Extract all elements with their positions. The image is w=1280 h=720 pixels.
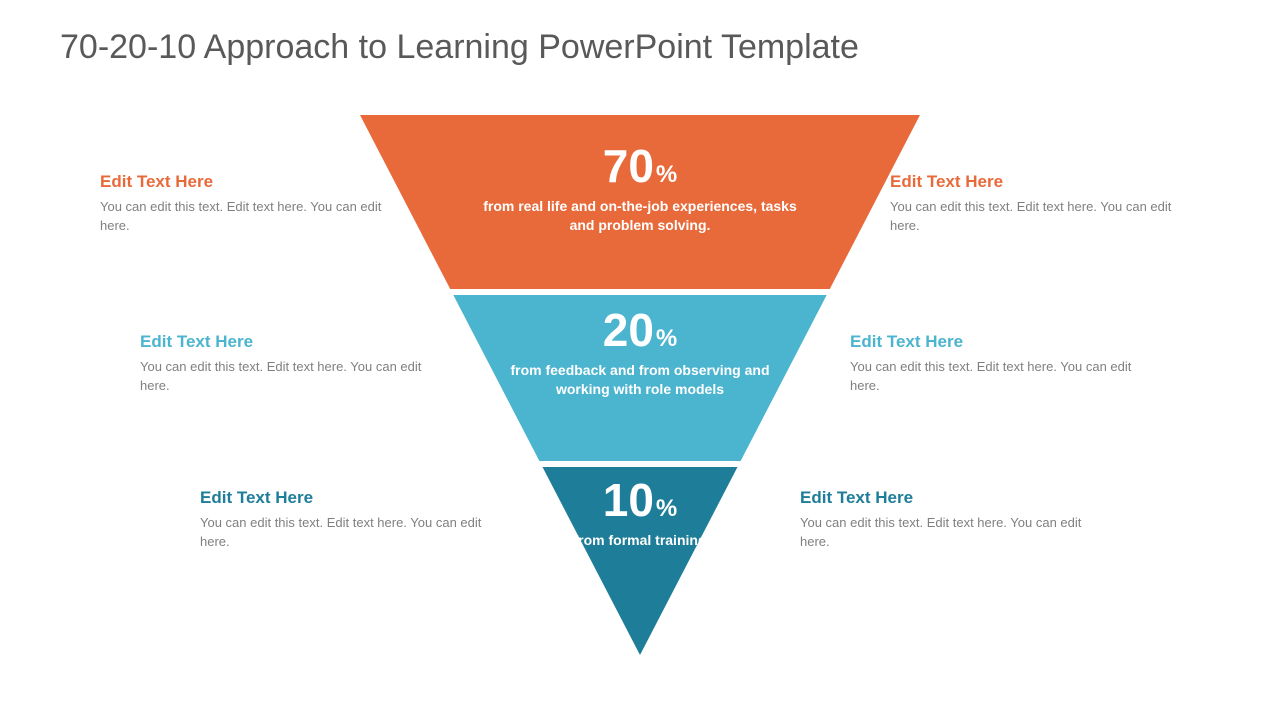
pct-desc: from real life and on-the-job experience… [470, 197, 810, 235]
pyramid-label-1: 70% from real life and on-the-job experi… [470, 143, 810, 235]
side-body: You can edit this text. Edit text here. … [850, 358, 1150, 396]
side-note-left-1: Edit Text Here You can edit this text. E… [100, 172, 400, 236]
page-title: 70-20-10 Approach to Learning PowerPoint… [60, 28, 859, 67]
side-note-right-2: Edit Text Here You can edit this text. E… [850, 332, 1150, 396]
side-body: You can edit this text. Edit text here. … [800, 514, 1100, 552]
side-heading: Edit Text Here [800, 488, 1100, 508]
pct-suffix: % [656, 495, 677, 522]
side-note-right-3: Edit Text Here You can edit this text. E… [800, 488, 1100, 552]
side-heading: Edit Text Here [140, 332, 440, 352]
side-body: You can edit this text. Edit text here. … [140, 358, 440, 396]
side-note-right-1: Edit Text Here You can edit this text. E… [890, 172, 1190, 236]
side-heading: Edit Text Here [100, 172, 400, 192]
side-body: You can edit this text. Edit text here. … [890, 198, 1190, 236]
side-note-left-2: Edit Text Here You can edit this text. E… [140, 332, 440, 396]
side-heading: Edit Text Here [200, 488, 500, 508]
pct-suffix: % [656, 325, 677, 352]
side-body: You can edit this text. Edit text here. … [200, 514, 500, 552]
pct-value: 10 [603, 474, 654, 526]
pct-desc: from feedback and from observing and wor… [500, 361, 780, 399]
pyramid-label-3: 10% from formal training [560, 477, 720, 550]
pyramid-label-2: 20% from feedback and from observing and… [500, 307, 780, 399]
side-heading: Edit Text Here [890, 172, 1190, 192]
side-body: You can edit this text. Edit text here. … [100, 198, 400, 236]
side-heading: Edit Text Here [850, 332, 1150, 352]
inverted-pyramid: 70% from real life and on-the-job experi… [360, 115, 920, 655]
side-note-left-3: Edit Text Here You can edit this text. E… [200, 488, 500, 552]
pct-value: 20 [603, 304, 654, 356]
pct-suffix: % [656, 161, 677, 188]
pct-value: 70 [603, 140, 654, 192]
pct-desc: from formal training [560, 531, 720, 550]
